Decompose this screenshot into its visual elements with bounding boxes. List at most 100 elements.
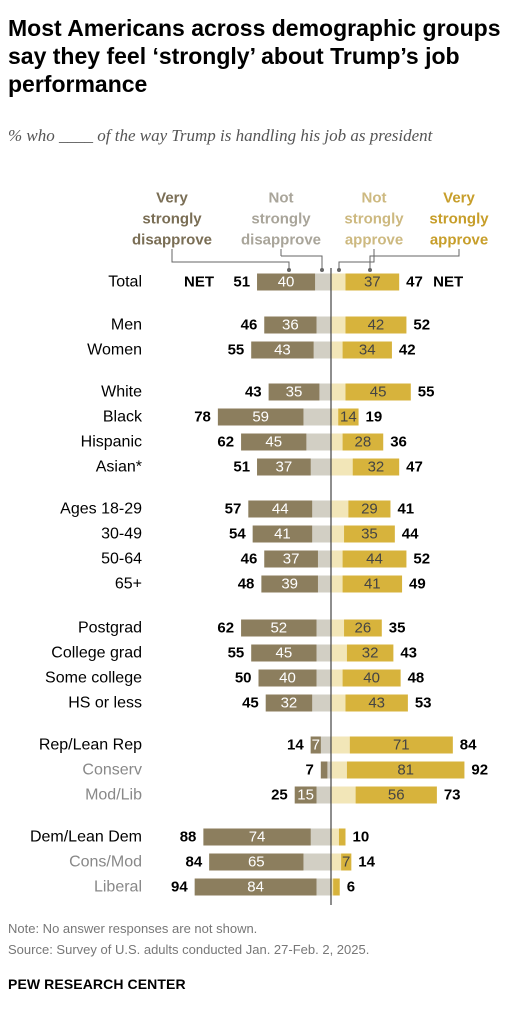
bracket-dot	[337, 268, 341, 272]
bar-very-strongly-approve	[342, 575, 403, 593]
bracket-not-disapprove	[280, 249, 323, 270]
column-header-very-strongly-approve: strongly	[429, 211, 489, 228]
data-label-very-disapprove: 44	[272, 501, 289, 518]
data-label-disapprove-net: 50	[235, 670, 252, 687]
bar-very-strongly-approve	[342, 433, 384, 451]
column-header-very-strongly-approve: Very	[443, 190, 475, 207]
bracket-dot	[368, 268, 372, 272]
data-label-very-disapprove: 7	[312, 737, 320, 754]
row-label: Liberal	[94, 879, 142, 896]
data-label-very-approve: 56	[388, 787, 405, 804]
net-label-approve: NET	[433, 274, 463, 291]
bar-very-strongly-disapprove	[203, 828, 311, 846]
bar-very-strongly-disapprove	[217, 408, 304, 426]
bar-very-strongly-disapprove	[257, 273, 316, 291]
bracket-very-disapprove	[171, 249, 290, 270]
bar-very-strongly-approve	[345, 273, 400, 291]
bar-very-strongly-approve	[346, 644, 394, 662]
bracket-very-approve	[369, 249, 460, 270]
chart-subtitle: % who ____ of the way Trump is handling …	[8, 126, 433, 145]
data-label-disapprove-net: 55	[228, 342, 245, 359]
data-label-approve-net: 35	[389, 620, 406, 637]
bar-very-strongly-approve	[346, 761, 465, 779]
bar-very-strongly-disapprove	[310, 736, 321, 754]
row-label: White	[101, 384, 142, 401]
data-label-approve-net: 84	[460, 737, 477, 754]
bar-very-strongly-approve	[352, 458, 400, 476]
bar-very-strongly-approve	[341, 853, 352, 871]
data-label-very-disapprove: 36	[282, 317, 299, 334]
data-label-very-approve: 7	[342, 854, 350, 871]
bar-very-strongly-disapprove	[264, 316, 317, 334]
data-label-disapprove-net: 7	[306, 762, 314, 779]
data-label-very-disapprove: 37	[276, 459, 293, 476]
bar-very-strongly-disapprove	[209, 853, 304, 871]
row-label: 30-49	[101, 526, 142, 543]
chart-source: Source: Survey of U.S. adults conducted …	[8, 942, 370, 957]
data-label-very-disapprove: 35	[286, 384, 303, 401]
diverging-bar-chart: Very strongly disapprove Not strongly disappr…	[30, 190, 489, 905]
data-label-approve-net: 52	[413, 551, 430, 568]
data-label-very-approve: 45	[370, 384, 387, 401]
data-label-approve-net: 42	[399, 342, 416, 359]
column-header-not-strongly-approve: strongly	[344, 211, 404, 228]
data-label-approve-net: 41	[397, 501, 414, 518]
row-label: HS or less	[68, 695, 142, 712]
data-label-very-disapprove: 32	[281, 695, 298, 712]
data-label-disapprove-net: 94	[171, 879, 188, 896]
data-label-very-disapprove: 65	[248, 854, 265, 871]
data-label-approve-net: 73	[444, 787, 461, 804]
data-label-disapprove-net: 57	[225, 501, 242, 518]
row-label: Mod/Lib	[85, 787, 142, 804]
bar-very-strongly-disapprove	[251, 341, 314, 359]
data-label-approve-net: 6	[347, 879, 355, 896]
bar-very-strongly-approve	[345, 383, 411, 401]
data-label-very-approve: 29	[361, 501, 378, 518]
bar-very-strongly-disapprove	[265, 694, 313, 712]
row-label: Dem/Lean Dem	[30, 829, 142, 846]
bar-very-strongly-disapprove	[251, 644, 317, 662]
row-label: Hispanic	[81, 434, 142, 451]
data-label-very-approve: 71	[393, 737, 410, 754]
data-label-very-disapprove: 39	[281, 576, 298, 593]
data-label-very-disapprove: 40	[279, 670, 296, 687]
bracket-not-approve	[338, 249, 375, 270]
data-label-disapprove-net: 88	[180, 829, 197, 846]
data-label-very-disapprove: 52	[270, 620, 287, 637]
bar-very-strongly-approve	[338, 828, 346, 846]
data-label-very-approve: 35	[361, 526, 378, 543]
data-label-very-disapprove: 40	[278, 274, 295, 291]
data-label-very-approve: 28	[355, 434, 372, 451]
data-label-very-approve: 43	[368, 695, 385, 712]
column-header-not-strongly-disapprove: strongly	[251, 211, 311, 228]
bar-very-strongly-disapprove	[257, 458, 311, 476]
net-label-disapprove: NET	[184, 274, 214, 291]
bar-very-strongly-disapprove	[268, 383, 320, 401]
row-label: Women	[87, 342, 142, 359]
bar-very-strongly-disapprove	[320, 761, 328, 779]
bracket-dot	[287, 268, 291, 272]
bar-very-strongly-disapprove	[194, 878, 317, 896]
data-label-disapprove-net: 45	[242, 695, 259, 712]
bar-very-strongly-disapprove	[264, 550, 318, 568]
data-label-very-approve: 44	[366, 551, 383, 568]
row-label: Ages 18-29	[60, 501, 142, 518]
data-label-approve-net: 10	[353, 829, 370, 846]
column-header-not-strongly-disapprove: Not	[269, 190, 294, 207]
data-label-very-approve: 41	[364, 576, 381, 593]
data-label-very-disapprove: 84	[247, 879, 264, 896]
data-label-disapprove-net: 48	[238, 576, 255, 593]
chart-title: Most Americans across demographic groups…	[8, 15, 501, 97]
brand-logo-text: PEW RESEARCH CENTER	[8, 976, 186, 992]
data-label-very-disapprove: 37	[283, 551, 300, 568]
bar-very-strongly-approve	[349, 736, 453, 754]
row-label: Men	[111, 317, 142, 334]
column-header-very-disapprove: disapprove	[132, 232, 212, 249]
column-header-very-disapprove: Very	[156, 190, 188, 207]
data-label-approve-net: 47	[406, 274, 423, 291]
data-label-disapprove-net: 46	[241, 317, 258, 334]
data-label-approve-net: 53	[415, 695, 432, 712]
bar-very-strongly-disapprove	[248, 500, 313, 518]
bar-very-strongly-disapprove	[241, 619, 317, 637]
row-label: Some college	[45, 670, 142, 687]
